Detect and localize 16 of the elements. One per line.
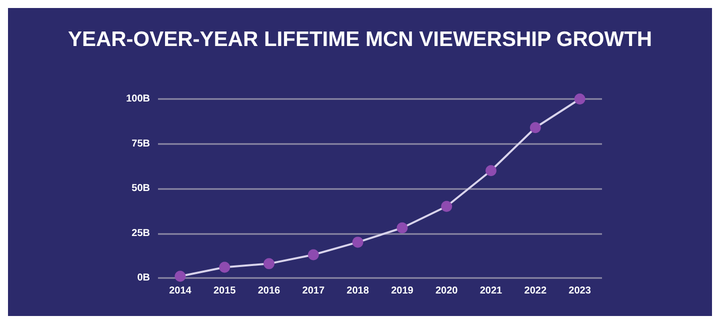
x-tick-label: 2018 bbox=[346, 286, 370, 296]
x-tick-label: 2023 bbox=[568, 286, 592, 296]
x-tick-label: 2020 bbox=[435, 286, 458, 296]
x-tick-label: 2014 bbox=[169, 286, 192, 296]
x-tick-label: 2016 bbox=[258, 286, 281, 296]
chart-title: YEAR-OVER-YEAR LIFETIME MCN VIEWERSHIP GROWTH bbox=[68, 28, 652, 51]
x-tick-label: 2015 bbox=[213, 286, 236, 296]
x-tick-label: 2022 bbox=[524, 286, 547, 296]
x-tick-label: 2019 bbox=[391, 286, 414, 296]
y-tick-label: 50B bbox=[132, 183, 150, 194]
y-tick-label: 100B bbox=[126, 94, 150, 104]
x-tick-label: 2017 bbox=[302, 286, 325, 296]
y-tick-label: 0B bbox=[137, 272, 150, 284]
y-tick-label: 25B bbox=[132, 228, 150, 239]
y-tick-label: 75B bbox=[132, 138, 150, 150]
x-tick-label: 2021 bbox=[480, 286, 503, 296]
